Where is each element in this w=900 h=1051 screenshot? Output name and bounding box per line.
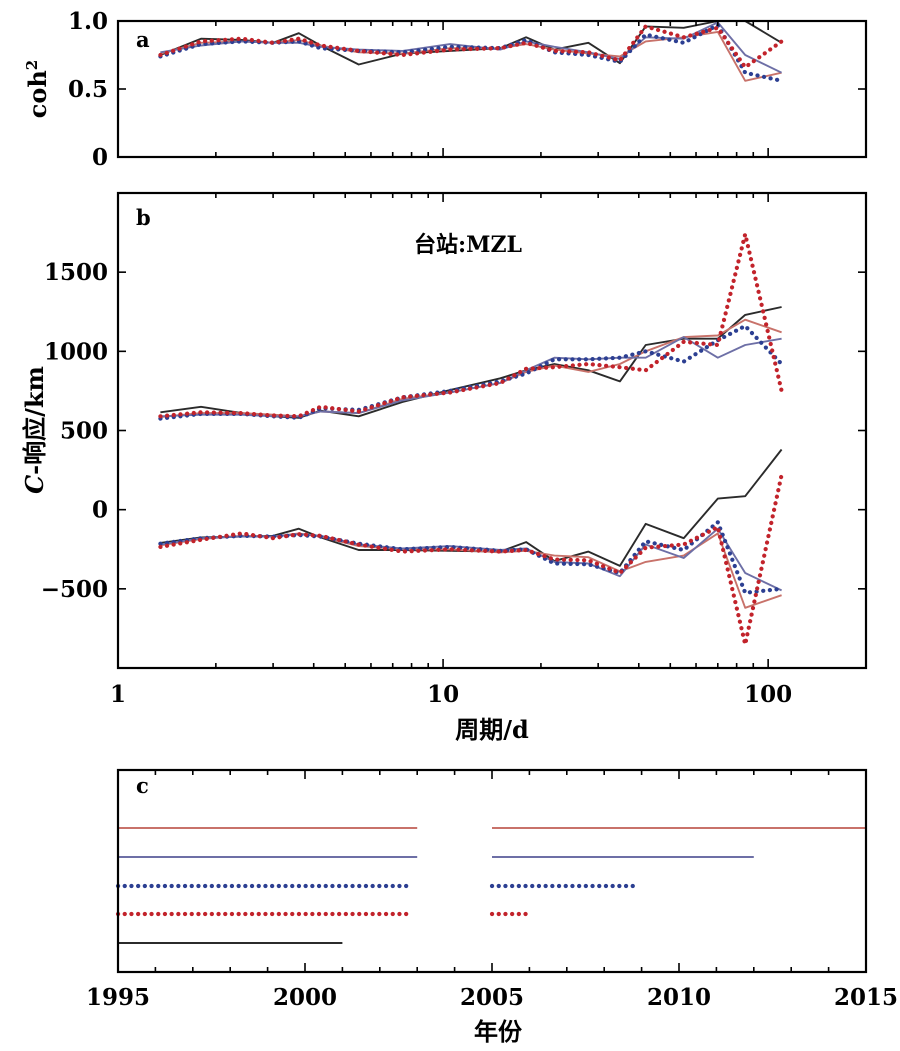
- panel-b-series-red_dotted-real: [158, 232, 784, 419]
- panel-c-label: c: [136, 773, 149, 798]
- panel-b-ytick-label: 1000: [44, 338, 108, 365]
- panel-c-xtick-label: 1995: [86, 984, 150, 1011]
- panel-a-ytick-label: 0: [92, 144, 108, 171]
- panel-b-xlabel: 周期/d: [455, 715, 529, 744]
- panel-b-label: b: [136, 205, 151, 230]
- panel-b-series-blue_solid-real: [160, 336, 782, 418]
- panel-a-label: a: [136, 27, 150, 52]
- panel-c-xtick-label: 2005: [460, 984, 524, 1011]
- panel-a-ylabel-sup: 2: [23, 60, 41, 70]
- panel-b-series-red_solid-real: [160, 318, 782, 418]
- panel-c-frame: [116, 768, 868, 974]
- panel-a-ylabel-main: coh: [23, 70, 52, 118]
- panel-b-xtick-label: 10: [427, 681, 459, 708]
- panel-b-station-label: 台站:MZL: [414, 232, 522, 258]
- panel-b-xtick-label: 100: [744, 681, 792, 708]
- panel-a-ylabel: coh2: [23, 60, 52, 119]
- panel-a-ylabel-text: coh2: [23, 60, 52, 119]
- panel-a-series-blue_dotted: [158, 23, 784, 83]
- panel-b-xtick-label: 1: [110, 681, 126, 708]
- panel-b-ytick-label: −500: [41, 576, 108, 603]
- panel-c-xtick-label: 2015: [834, 984, 898, 1011]
- panel-b-ytick-label: 500: [60, 418, 108, 445]
- panel-c-xlabel: 年份: [474, 1017, 523, 1046]
- panel-a-ytick-label: 0.5: [68, 76, 108, 103]
- panel-c-xtick-label: 2000: [273, 984, 337, 1011]
- panel-b-series-black-real: [160, 306, 782, 419]
- panel-c-xtick-label: 2010: [647, 984, 711, 1011]
- panel-a-series-red_dotted: [158, 24, 784, 70]
- panel-b-series-red_dotted-imag: [158, 472, 784, 647]
- panel-b-ylabel-italic: C: [20, 475, 49, 494]
- panel-a-ytick-label: 1.0: [68, 8, 108, 35]
- panel-b-ylabel: C-响应/km: [20, 366, 49, 494]
- panel-b-ylabel-main: -响应/km: [20, 366, 49, 475]
- panel-b-ylabel-text: C-响应/km: [20, 366, 49, 494]
- panel-b-series-red_solid-imag: [160, 532, 782, 609]
- panel-b-ytick-label: 1500: [44, 259, 108, 286]
- panel-b-ytick-label: 0: [92, 497, 108, 524]
